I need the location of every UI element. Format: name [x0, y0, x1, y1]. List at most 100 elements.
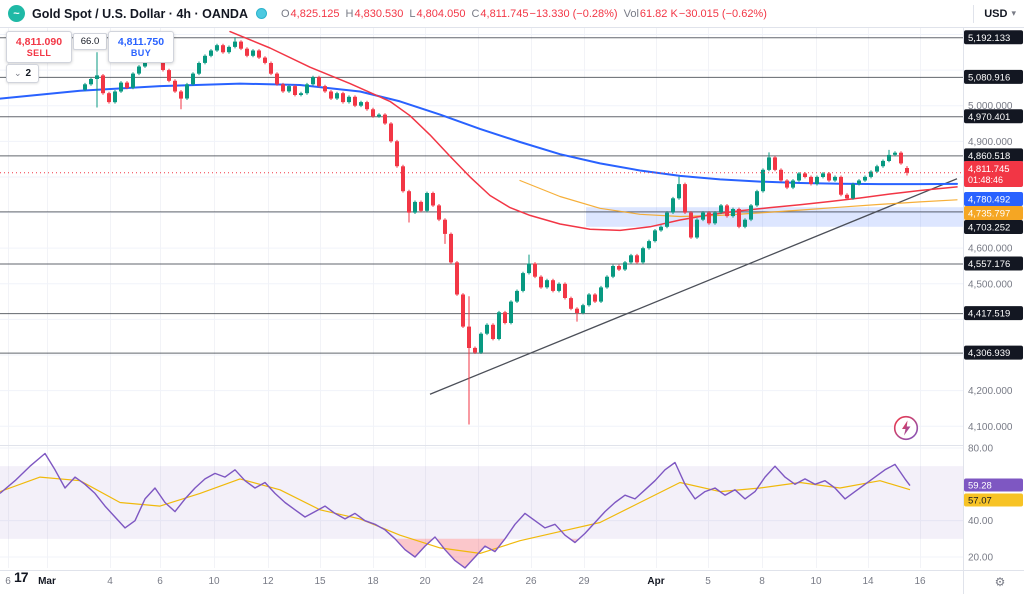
high-label: H [345, 7, 354, 20]
candle [701, 212, 705, 220]
candle [401, 166, 405, 192]
buy-price: 4,811.750 [117, 36, 165, 48]
currency-selector[interactable]: USD ▾ [973, 4, 1016, 23]
candle [815, 176, 819, 184]
candle [389, 123, 393, 142]
candle [377, 114, 381, 117]
svg-text:29: 29 [578, 576, 590, 587]
candle [179, 91, 183, 99]
candle [869, 171, 873, 177]
svg-text:4: 4 [107, 576, 113, 587]
svg-text:4,900.000: 4,900.000 [968, 137, 1013, 148]
candle [605, 276, 609, 288]
candle [215, 45, 219, 51]
buy-button[interactable]: 4,811.750 BUY [108, 31, 174, 63]
lightning-button[interactable] [893, 415, 919, 441]
rsi-value-label: 59.28 [964, 478, 1023, 492]
open-label: O [280, 7, 290, 20]
price-zone[interactable] [586, 207, 963, 227]
candle [647, 241, 651, 249]
svg-text:59.28: 59.28 [968, 481, 992, 492]
ohlc-readout: O 4,825.125 H 4,830.530 L 4,804.050 C 4,811.… [275, 8, 767, 20]
candle [503, 312, 507, 323]
candle [803, 173, 807, 177]
low-value: 4,804.050 [416, 7, 466, 20]
symbol-title[interactable]: Gold Spot / U.S. Dollar · 4h · OANDA [32, 6, 248, 21]
candle [335, 93, 339, 99]
candle [185, 84, 189, 99]
positions-toggle[interactable]: ⌄ 2 [6, 64, 40, 83]
candle [269, 63, 273, 74]
candle [419, 201, 423, 211]
high-value: 4,830.530 [354, 7, 404, 20]
volume-change-value: −30.015 (−0.62%) [678, 7, 767, 20]
candle [569, 298, 573, 309]
change-value: −13.330 (−0.28%) [529, 7, 618, 20]
svg-text:5,192.133: 5,192.133 [968, 33, 1010, 44]
candle [653, 230, 657, 242]
candle [191, 73, 195, 85]
svg-text:10: 10 [810, 576, 822, 587]
candle [221, 45, 225, 53]
svg-text:15: 15 [314, 576, 326, 587]
candle [101, 75, 105, 94]
currency-value: USD [984, 7, 1008, 20]
candle [425, 193, 429, 211]
candle [845, 194, 849, 199]
positions-count: 2 [25, 68, 32, 79]
candle [833, 176, 837, 181]
candle [851, 184, 855, 199]
candle [707, 212, 711, 224]
candle [587, 294, 591, 306]
time-axis[interactable] [0, 570, 1024, 594]
trendline[interactable] [429, 178, 958, 395]
candle [347, 96, 351, 103]
svg-text:6: 6 [157, 576, 163, 587]
candle [641, 248, 645, 263]
candle [311, 77, 315, 85]
candle [551, 280, 555, 291]
buy-label: BUY [130, 48, 152, 58]
svg-text:6: 6 [5, 576, 11, 587]
candle [491, 324, 495, 339]
svg-text:20.00: 20.00 [968, 553, 993, 564]
candle [635, 255, 639, 263]
candle [251, 50, 255, 56]
rsi-oversold-fill [436, 538, 505, 568]
grid-layer [0, 28, 963, 568]
open-value: 4,825.125 [290, 7, 340, 20]
candle [839, 176, 843, 195]
svg-text:5,080.916: 5,080.916 [968, 72, 1010, 83]
sell-button[interactable]: 4,811.090 SELL [6, 31, 72, 63]
symbol-logo-icon: ~ [8, 5, 25, 22]
candle [197, 63, 201, 74]
price-level-label: 5,080.916 [964, 69, 1023, 84]
candle [287, 86, 291, 92]
candle [317, 77, 321, 87]
svg-text:24: 24 [472, 576, 484, 587]
ma-price-label: 4,780.492 [964, 192, 1023, 206]
time-axis-labels: 6 Mar 4 6 10 12 15 18 20 24 26 29 Apr 5 8 10 14 16 [5, 576, 926, 587]
price-level-lines[interactable] [0, 37, 963, 354]
svg-text:4,417.519: 4,417.519 [968, 309, 1010, 320]
candle [125, 82, 129, 88]
candle [395, 141, 399, 167]
candle [755, 191, 759, 206]
svg-text:5: 5 [705, 576, 711, 587]
candle [107, 93, 111, 103]
price-level-label: 4,557.176 [964, 256, 1023, 271]
candle [203, 55, 207, 63]
candle [515, 290, 519, 302]
svg-text:4,970.401: 4,970.401 [968, 112, 1010, 123]
settings-icon[interactable]: ⚙ [995, 575, 1006, 589]
candle [599, 287, 603, 302]
candle [521, 273, 525, 291]
candle [293, 86, 297, 95]
candle [533, 263, 537, 277]
candle [455, 262, 459, 295]
price-level-label: 4,306.939 [964, 345, 1023, 360]
rsi-line [0, 452, 911, 569]
spread-value: 66.0 [73, 33, 107, 50]
